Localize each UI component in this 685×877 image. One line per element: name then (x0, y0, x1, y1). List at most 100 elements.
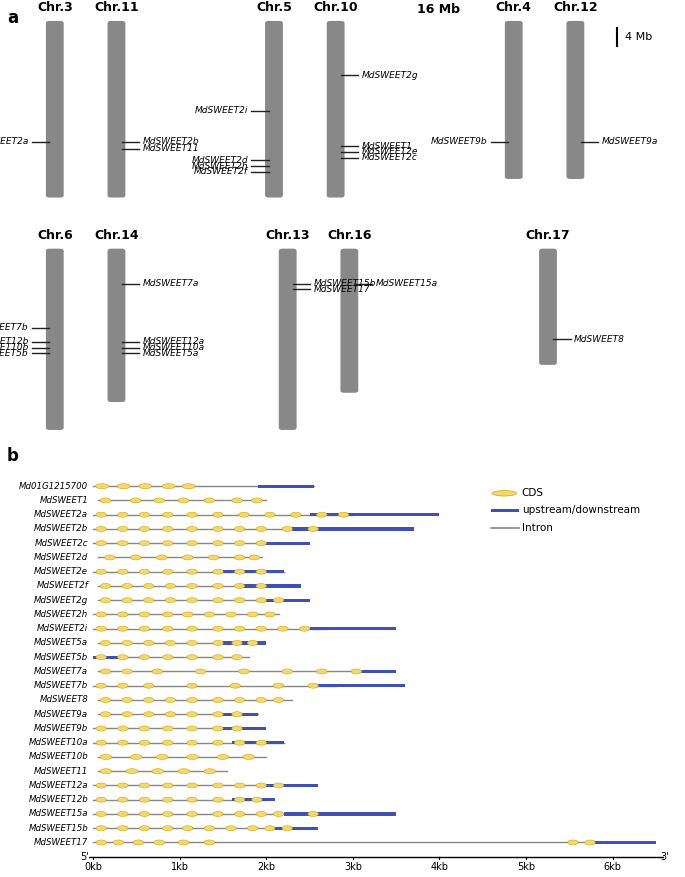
Ellipse shape (256, 626, 266, 631)
Text: MdSWEET8: MdSWEET8 (40, 695, 88, 704)
Bar (219, 727, 266, 730)
Ellipse shape (118, 569, 128, 574)
Ellipse shape (165, 640, 175, 645)
Ellipse shape (239, 512, 249, 517)
Ellipse shape (273, 783, 284, 788)
Text: MdSWEET2h: MdSWEET2h (191, 162, 248, 171)
Text: Chr.6: Chr.6 (37, 229, 73, 242)
Ellipse shape (247, 640, 258, 645)
Ellipse shape (251, 498, 262, 503)
Ellipse shape (187, 512, 197, 517)
Ellipse shape (139, 655, 149, 660)
Text: 16 Mb: 16 Mb (417, 4, 460, 17)
Ellipse shape (131, 498, 141, 503)
Text: MdSWEET2c: MdSWEET2c (35, 538, 88, 548)
Ellipse shape (187, 811, 197, 816)
FancyBboxPatch shape (566, 21, 584, 179)
Ellipse shape (247, 826, 258, 831)
Bar (258, 599, 310, 602)
Ellipse shape (162, 541, 173, 545)
Ellipse shape (105, 555, 115, 560)
Ellipse shape (162, 626, 173, 631)
Bar (586, 841, 656, 844)
Ellipse shape (139, 612, 149, 617)
Bar (223, 641, 266, 645)
FancyBboxPatch shape (108, 249, 125, 402)
Ellipse shape (239, 669, 249, 674)
Ellipse shape (251, 797, 262, 802)
FancyBboxPatch shape (279, 249, 297, 430)
Ellipse shape (96, 655, 106, 660)
Ellipse shape (213, 640, 223, 645)
Text: MdSWEET2f: MdSWEET2f (36, 581, 88, 590)
Ellipse shape (122, 640, 132, 645)
Ellipse shape (213, 526, 223, 531)
Ellipse shape (154, 840, 164, 845)
Ellipse shape (162, 740, 173, 745)
Bar (232, 741, 284, 745)
Ellipse shape (213, 541, 223, 545)
Ellipse shape (162, 484, 175, 488)
Ellipse shape (234, 740, 245, 745)
Ellipse shape (213, 797, 223, 802)
FancyBboxPatch shape (46, 21, 64, 197)
Ellipse shape (96, 826, 106, 831)
Text: MdSWEET9a: MdSWEET9a (601, 138, 658, 146)
Bar (310, 684, 405, 688)
Ellipse shape (162, 612, 173, 617)
Ellipse shape (249, 555, 260, 560)
Ellipse shape (165, 697, 175, 702)
Ellipse shape (100, 712, 111, 717)
Ellipse shape (213, 783, 223, 788)
FancyBboxPatch shape (46, 249, 64, 430)
Ellipse shape (144, 583, 154, 588)
Ellipse shape (234, 797, 245, 802)
Ellipse shape (299, 626, 310, 631)
Ellipse shape (144, 640, 154, 645)
Ellipse shape (152, 769, 164, 774)
Ellipse shape (162, 655, 173, 660)
Ellipse shape (308, 526, 319, 531)
Text: 3kb: 3kb (344, 862, 362, 873)
Ellipse shape (100, 769, 112, 774)
Ellipse shape (230, 683, 240, 688)
Ellipse shape (144, 697, 154, 702)
Ellipse shape (178, 840, 188, 845)
Bar (310, 513, 440, 517)
Ellipse shape (118, 541, 128, 545)
Ellipse shape (308, 811, 319, 816)
Ellipse shape (118, 612, 128, 617)
Ellipse shape (126, 769, 138, 774)
Ellipse shape (234, 526, 245, 531)
Bar (310, 627, 396, 631)
Ellipse shape (187, 583, 197, 588)
Ellipse shape (256, 541, 266, 545)
Ellipse shape (139, 783, 149, 788)
Text: 4 Mb: 4 Mb (625, 32, 652, 42)
Ellipse shape (96, 726, 106, 731)
Ellipse shape (213, 583, 223, 588)
Ellipse shape (234, 569, 245, 574)
Ellipse shape (234, 697, 245, 702)
Ellipse shape (187, 569, 197, 574)
Ellipse shape (213, 740, 223, 745)
Ellipse shape (122, 669, 132, 674)
Ellipse shape (187, 797, 197, 802)
Ellipse shape (162, 569, 173, 574)
Ellipse shape (338, 512, 349, 517)
Text: Chr.14: Chr.14 (94, 229, 139, 242)
Ellipse shape (96, 541, 106, 545)
FancyBboxPatch shape (108, 21, 125, 197)
Text: MdSWEET2c: MdSWEET2c (362, 153, 418, 162)
Ellipse shape (316, 512, 327, 517)
Text: 6kb: 6kb (603, 862, 621, 873)
Text: CDS: CDS (522, 488, 544, 498)
Ellipse shape (186, 754, 198, 759)
Ellipse shape (213, 626, 223, 631)
Text: MdSWEET2g: MdSWEET2g (34, 595, 88, 605)
Text: MdSWEET5b: MdSWEET5b (34, 652, 88, 662)
Text: MdSWEET10b: MdSWEET10b (0, 343, 29, 353)
Ellipse shape (139, 526, 149, 531)
Ellipse shape (96, 683, 106, 688)
Text: MdSWEET5b: MdSWEET5b (0, 349, 29, 358)
